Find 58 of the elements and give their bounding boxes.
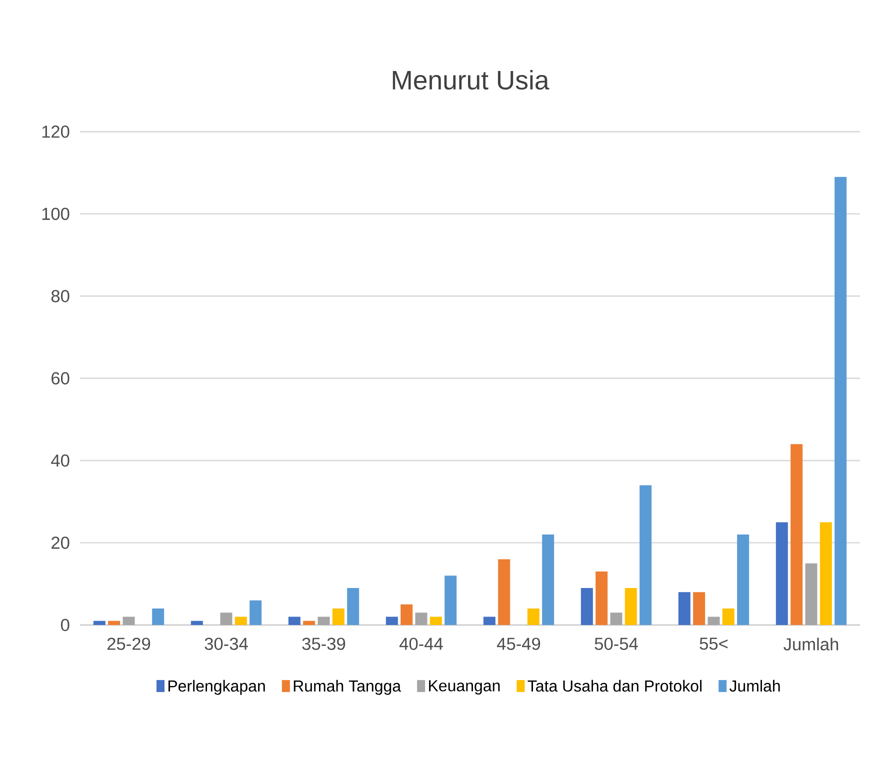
legend-label: Tata Usaha dan Protokol: [528, 680, 702, 692]
x-tick-label: Jumlah: [784, 638, 838, 650]
y-tick-label: 120: [42, 126, 70, 138]
bar: [834, 176, 847, 625]
bar: [737, 534, 750, 625]
y-tick-label: 0: [60, 618, 70, 632]
y-tick-label: 40: [51, 454, 70, 467]
x-tick-label: 30-34: [204, 638, 248, 650]
bar: [250, 600, 262, 625]
x-tick-label: 50-54: [594, 638, 638, 650]
bar: [722, 608, 734, 625]
bar: [386, 616, 398, 625]
bar: [624, 588, 637, 625]
bar: [708, 616, 720, 625]
bar: [318, 616, 330, 625]
bar: [790, 444, 803, 625]
chart-title: Menurut Usia: [392, 70, 550, 90]
bar: [430, 616, 442, 625]
bar: [347, 588, 360, 625]
bar: [580, 588, 593, 625]
legend-label: Rumah Tangga: [294, 680, 402, 695]
legend-label: Keuangan: [429, 680, 500, 695]
y-tick-label: 100: [42, 208, 70, 220]
x-tick-label: 40-44: [399, 638, 443, 650]
bar: [152, 608, 164, 625]
bar: [444, 576, 457, 625]
bar: [108, 620, 120, 625]
x-tick-label: 55<: [700, 638, 728, 650]
bar: [288, 616, 300, 625]
bar: [776, 522, 788, 625]
y-tick-label: 20: [52, 536, 70, 549]
bar: [596, 572, 608, 625]
bar: [234, 616, 247, 625]
bar: [820, 522, 832, 625]
bar: [400, 604, 413, 625]
x-tick-label: 35-39: [302, 638, 346, 650]
bar: [93, 620, 106, 625]
bar: [498, 559, 510, 625]
bar: [190, 620, 203, 625]
bar: [483, 616, 496, 625]
bar: [805, 563, 818, 625]
y-tick-label: 80: [51, 290, 70, 302]
bar: [693, 592, 706, 625]
bar: [303, 620, 316, 625]
bar: [640, 485, 652, 625]
bar: [542, 534, 554, 625]
legend-label: Jumlah: [730, 680, 780, 692]
bar: [610, 612, 622, 625]
y-tick-label: 60: [52, 372, 70, 384]
x-tick-label: 45-49: [496, 638, 540, 650]
bar: [678, 592, 690, 625]
x-tick-label: 25-29: [107, 638, 150, 650]
legend-label: Perlengkapan: [168, 680, 265, 695]
bar: [332, 608, 344, 625]
bar: [415, 612, 428, 625]
bar: [220, 612, 232, 625]
bar: [527, 608, 540, 625]
bar: [122, 616, 135, 625]
